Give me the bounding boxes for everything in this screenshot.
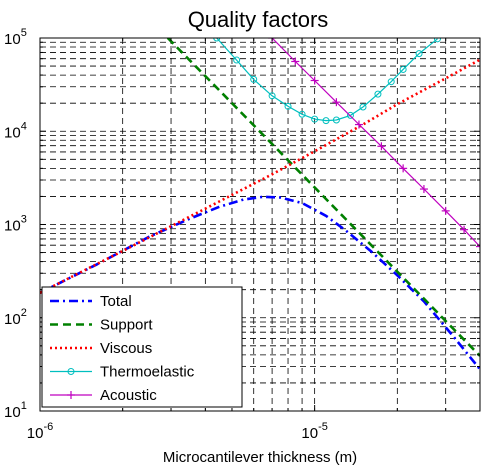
y-tick-label: 105 [4,27,27,48]
y-tick-label: 102 [4,307,27,328]
series-point-thermoelastic [374,90,382,98]
series-point-thermoelastic [298,110,306,118]
series-point-acoustic [310,76,319,85]
series-point-acoustic [291,57,300,66]
series-point-acoustic [460,225,469,234]
series-layer [40,38,480,371]
series-line-viscous [40,58,480,294]
series-point-acoustic [354,120,363,129]
series-point-acoustic [332,98,341,107]
series-line-thermoelastic [216,38,438,122]
legend: Total Support Viscous Thermoelastic Acoustic [41,286,243,408]
x-axis-label: Microcantilever thickness (m) [163,449,357,466]
series-point-thermoelastic [250,75,258,83]
series-point-acoustic [441,206,450,215]
series-point-thermoelastic [311,115,319,123]
chart-title: Quality factors [188,7,329,32]
legend-label-total: Total [100,293,132,310]
series-point-thermoelastic [399,65,407,73]
legend-label-support: Support [100,317,153,334]
series-point-thermoelastic [346,111,354,119]
series-point-thermoelastic [387,78,395,86]
x-tick-label: 10-6 [27,421,53,442]
series-line-support [166,38,480,357]
series-point-thermoelastic [433,38,441,43]
series-point-thermoelastic [233,56,241,64]
y-tick-label: 103 [4,214,27,235]
series-point-thermoelastic [359,103,367,111]
series-point-thermoelastic [322,117,330,125]
x-tick-label: 10-5 [301,421,327,442]
series-point-thermoelastic [284,102,292,110]
series-point-acoustic [476,242,480,251]
y-tick-label: 101 [4,400,27,421]
legend-marker-thermoelastic [67,368,75,375]
y-tick-label: 104 [4,120,27,141]
legend-label-acoustic: Acoustic [100,387,157,404]
legend-marker-acoustic [67,391,75,399]
series-point-acoustic [399,164,408,173]
series-point-thermoelastic [213,38,221,42]
series-point-thermoelastic [332,116,340,124]
series-point-thermoelastic [268,92,276,100]
series-point-acoustic [377,142,386,151]
series-point-acoustic [419,185,428,194]
series-line-total [40,195,480,371]
series-point-thermoelastic [415,50,423,58]
tick-labels: 10-6 10-5 101 102 103 104 105 [4,27,328,442]
legend-label-thermoelastic: Thermoelastic [100,364,195,381]
legend-label-viscous: Viscous [100,340,152,357]
series-line-acoustic [271,38,480,248]
